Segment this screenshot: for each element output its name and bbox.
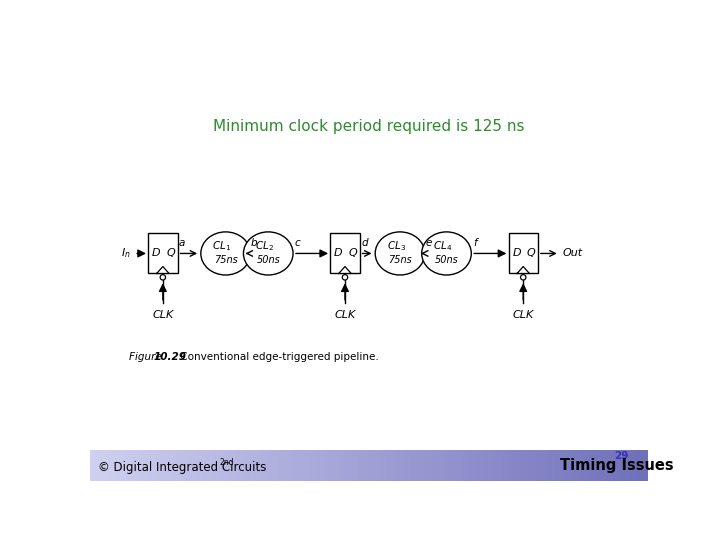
Circle shape (160, 275, 166, 280)
Text: $CL_2$: $CL_2$ (255, 240, 274, 253)
Text: e: e (426, 238, 432, 248)
Text: 75ns: 75ns (214, 255, 238, 265)
Text: f: f (473, 238, 477, 248)
Text: D: D (152, 248, 161, 259)
Ellipse shape (201, 232, 251, 275)
Text: Q: Q (166, 248, 175, 259)
Text: 50ns: 50ns (256, 255, 280, 265)
Text: $CL_1$: $CL_1$ (212, 240, 231, 253)
Ellipse shape (422, 232, 472, 275)
Text: Minimum clock period required is 125 ns: Minimum clock period required is 125 ns (213, 119, 525, 134)
Text: a: a (179, 238, 186, 248)
Text: $I_n$: $I_n$ (122, 247, 131, 260)
Text: Figure: Figure (129, 353, 165, 362)
Text: CLK: CLK (152, 310, 174, 320)
Text: Q: Q (348, 248, 357, 259)
Ellipse shape (375, 232, 425, 275)
Polygon shape (339, 267, 351, 273)
Polygon shape (517, 267, 529, 273)
Text: $CL_3$: $CL_3$ (387, 240, 405, 253)
Bar (330, 233, 360, 273)
Text: Timing Issues: Timing Issues (560, 458, 674, 474)
Text: Q: Q (526, 248, 535, 259)
Text: D: D (334, 248, 343, 259)
Polygon shape (157, 267, 169, 273)
Text: 2nd: 2nd (220, 458, 234, 468)
Text: c: c (294, 238, 300, 248)
Circle shape (521, 275, 526, 280)
Bar (148, 233, 178, 273)
Circle shape (342, 275, 348, 280)
Ellipse shape (243, 232, 293, 275)
Text: 75ns: 75ns (388, 255, 412, 265)
Text: D: D (513, 248, 521, 259)
Bar (508, 233, 538, 273)
Text: Out: Out (563, 248, 583, 259)
Text: b: b (251, 238, 258, 248)
Text: 29: 29 (614, 451, 629, 461)
Text: d: d (361, 238, 368, 248)
Text: 10.29: 10.29 (153, 353, 186, 362)
Text: 50ns: 50ns (435, 255, 459, 265)
Text: Conventional edge-triggered pipeline.: Conventional edge-triggered pipeline. (177, 353, 379, 362)
Text: $CL_4$: $CL_4$ (433, 240, 452, 253)
Text: CLK: CLK (334, 310, 356, 320)
Text: © Digital Integrated Circuits: © Digital Integrated Circuits (98, 461, 266, 474)
Text: CLK: CLK (513, 310, 534, 320)
